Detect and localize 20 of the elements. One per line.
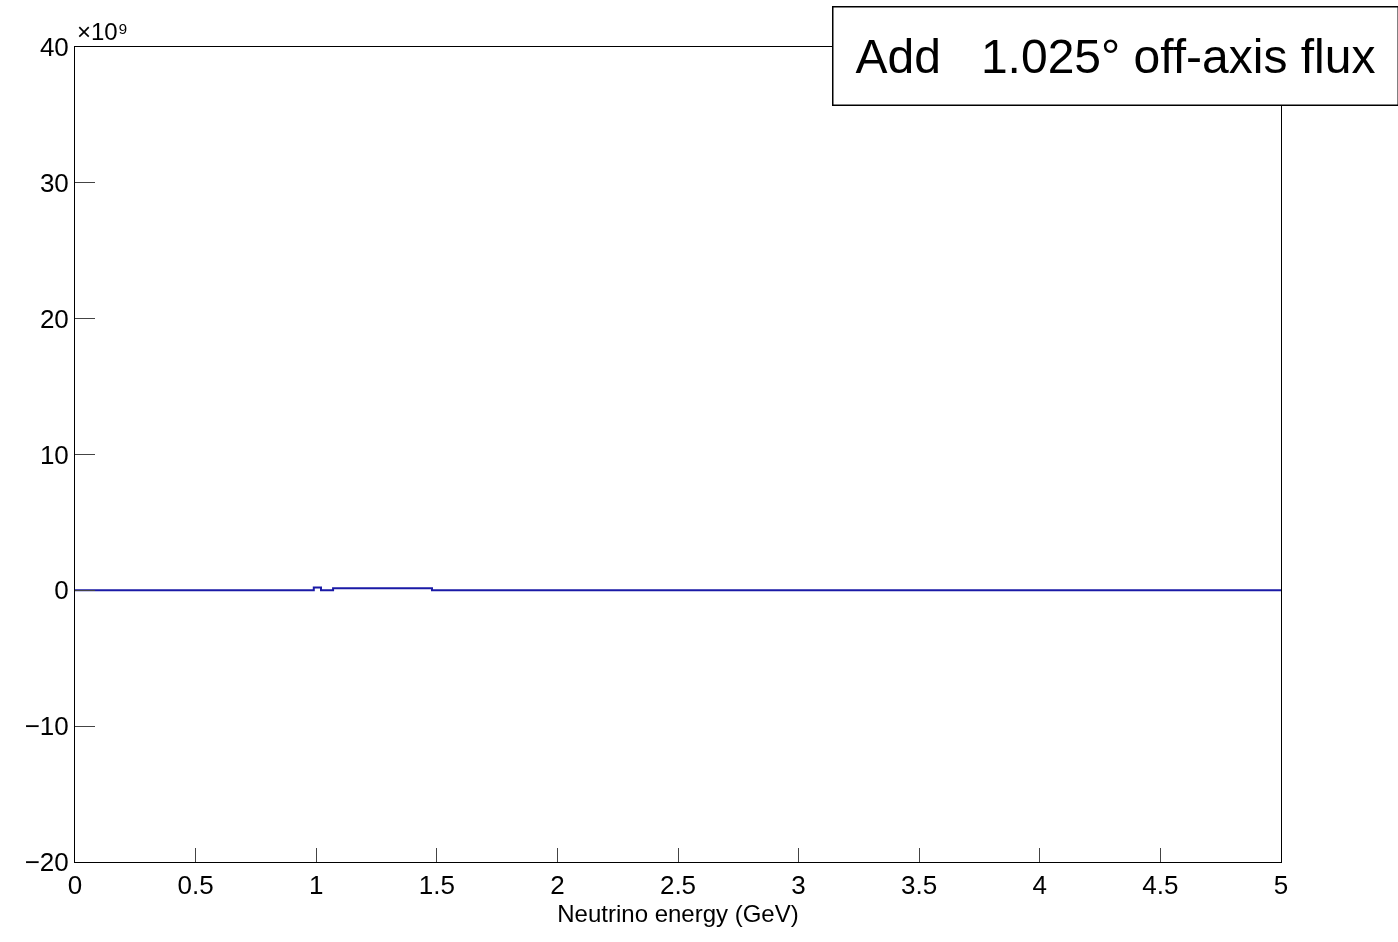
x-tick-label: 4 bbox=[1032, 870, 1048, 901]
x-tick-label: 2.5 bbox=[659, 870, 697, 901]
x-tick-label: 2 bbox=[550, 870, 565, 901]
x-tick-label: 1 bbox=[308, 870, 324, 901]
x-tick-label: 3.5 bbox=[901, 870, 938, 901]
y-tick-label: 0 bbox=[54, 575, 69, 606]
x-tick-label: 5 bbox=[1273, 870, 1289, 901]
x-axis-title: Neutrino energy (GeV) bbox=[557, 900, 799, 928]
y-tick-label: 40 bbox=[39, 32, 69, 63]
x-tick-label: 4.5 bbox=[1142, 870, 1179, 901]
y-tick-label: −10 bbox=[24, 711, 69, 742]
x-tick-label: 1.5 bbox=[418, 870, 455, 901]
y-tick-label: 20 bbox=[39, 303, 69, 334]
x-tick-label: 0.5 bbox=[177, 870, 214, 901]
text: ×10⁹ bbox=[77, 18, 128, 45]
chart-title: Add 1.025° off-axis flux bbox=[855, 29, 1376, 83]
x-tick-label: 3 bbox=[791, 870, 806, 901]
y-tick-label: 10 bbox=[39, 439, 69, 470]
y-tick-label: −20 bbox=[24, 847, 69, 878]
y-tick-label: 30 bbox=[39, 167, 69, 198]
